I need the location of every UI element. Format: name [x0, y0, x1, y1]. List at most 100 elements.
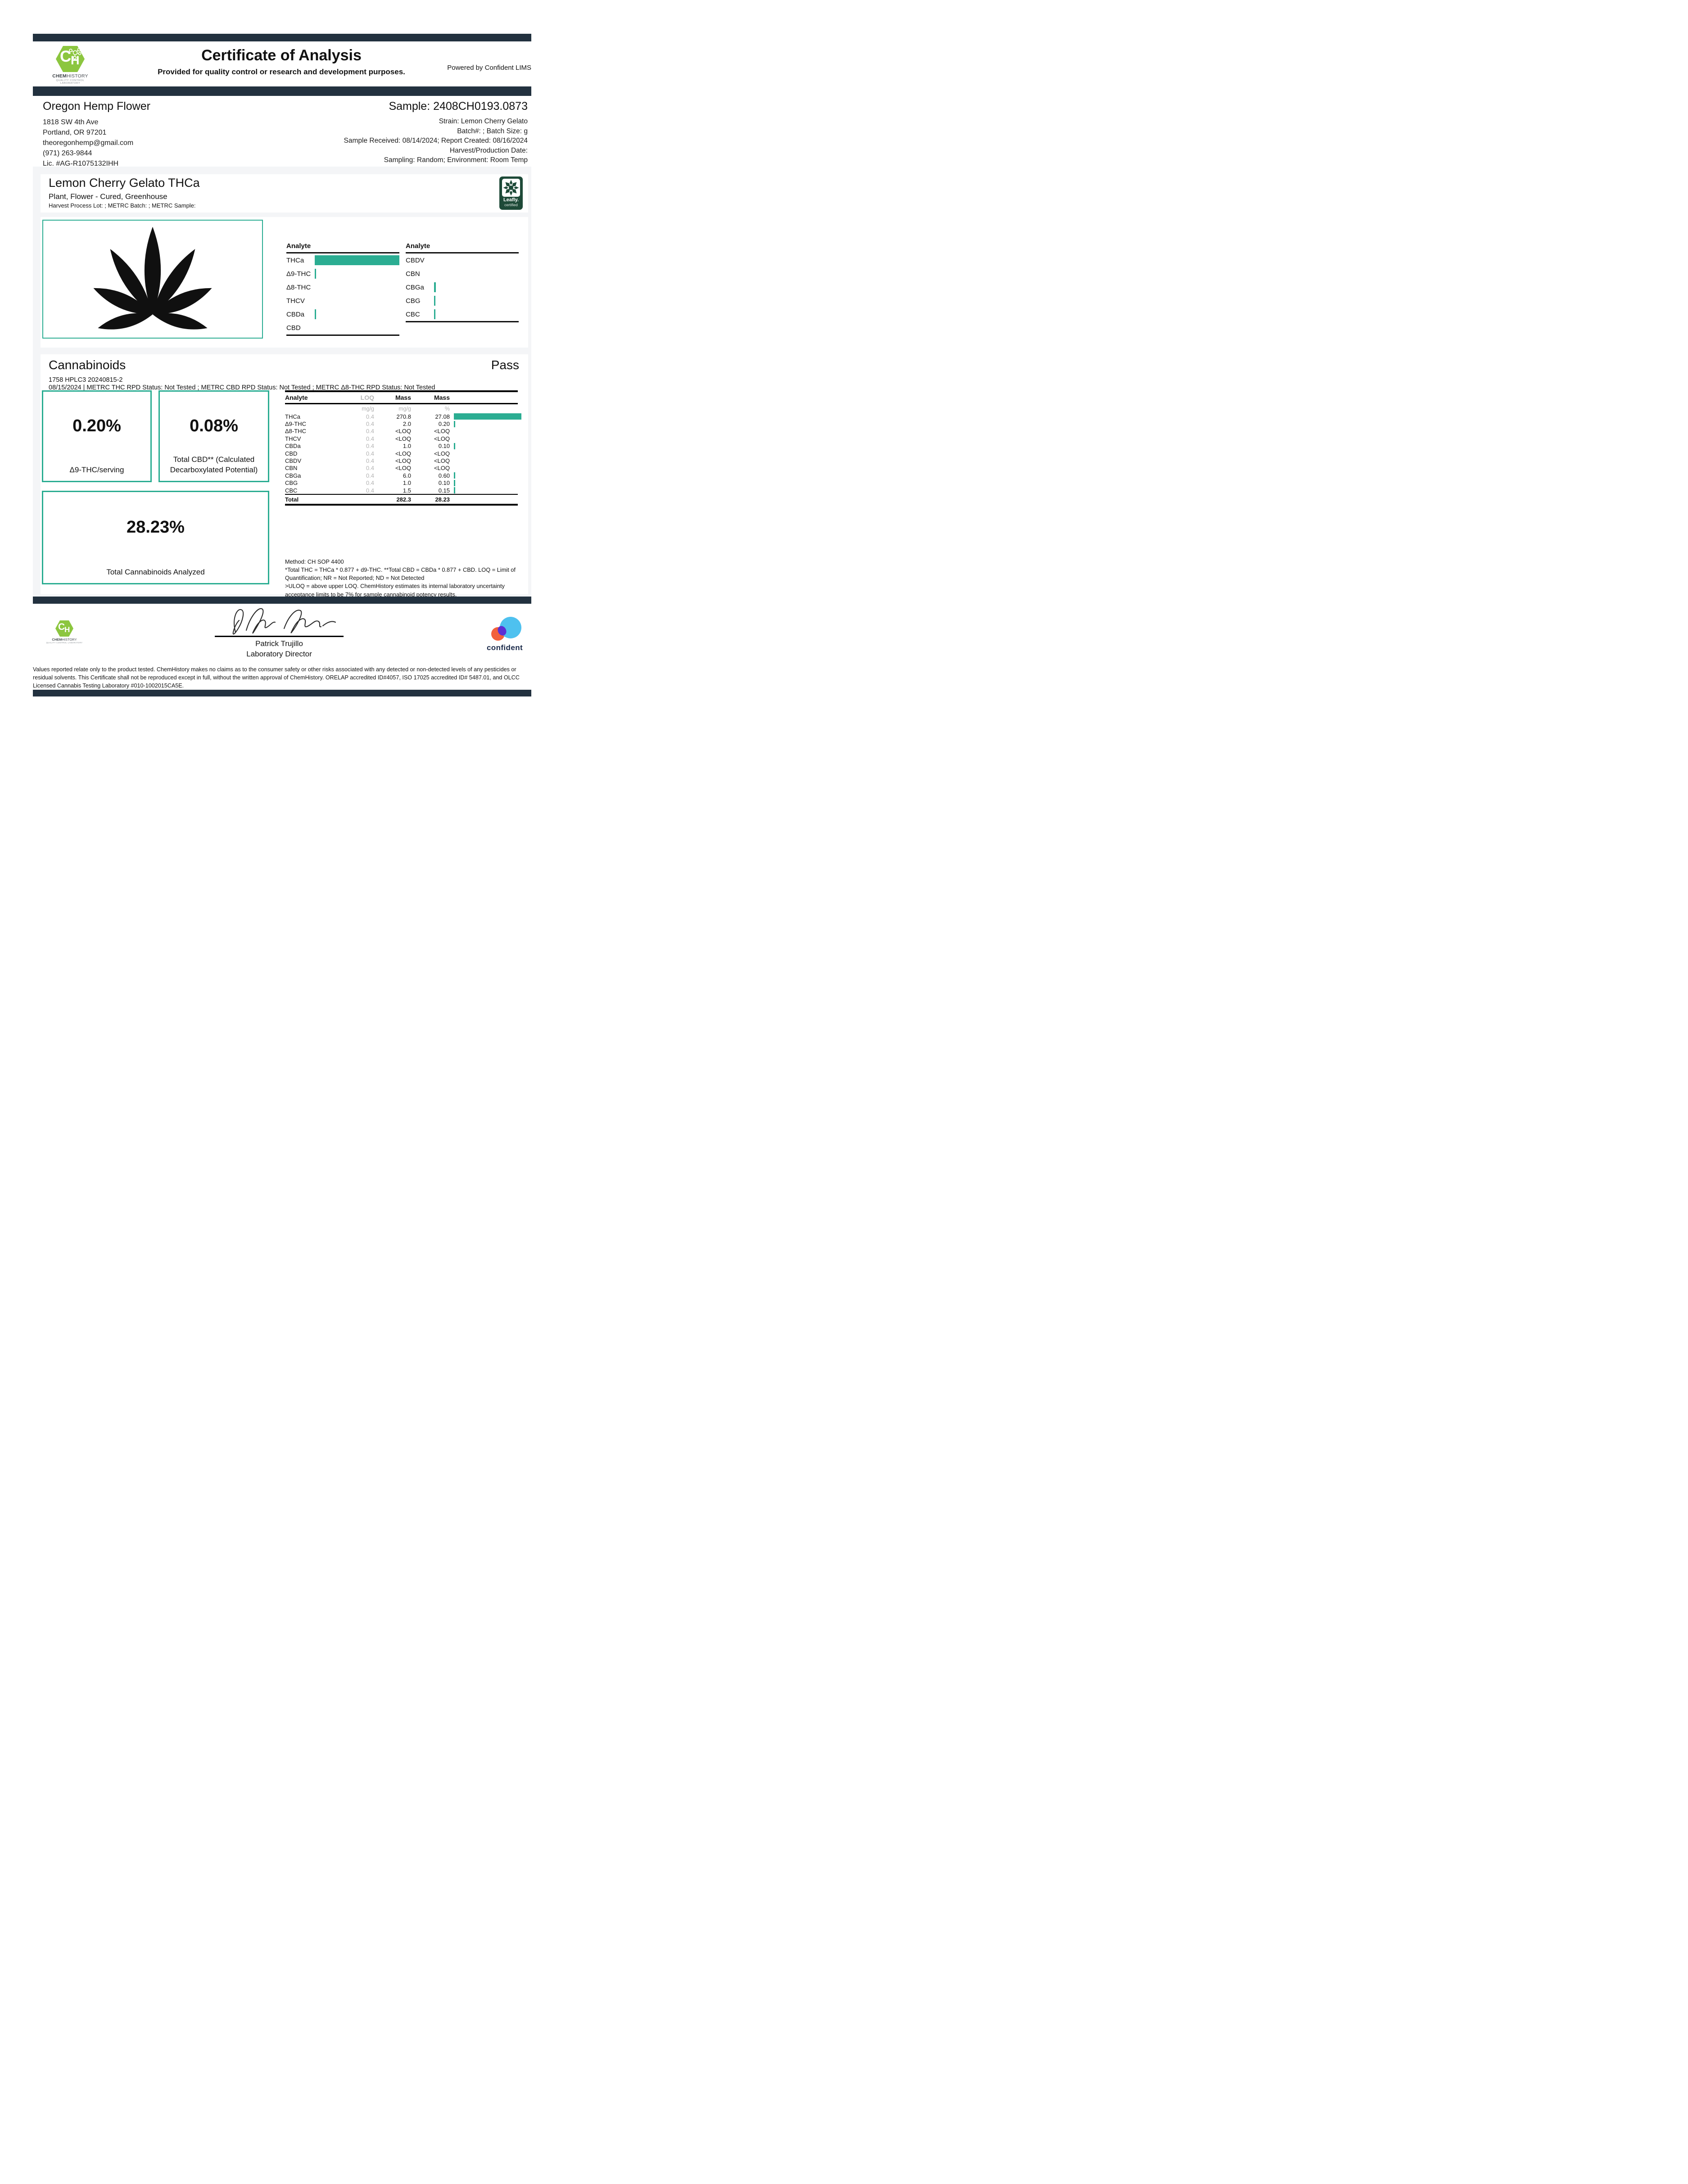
cell-bar [450, 421, 518, 427]
sample-batch: Batch#: ; Batch Size: g [457, 127, 528, 135]
signatory-title: Laboratory Director [246, 650, 312, 658]
analyte-row: CBG [406, 294, 519, 307]
confident-circles-icon [491, 617, 521, 641]
client-name: Oregon Hemp Flower [43, 100, 150, 113]
chemhistory-hexagon-icon: C H [56, 46, 85, 72]
client-address2: Portland, OR 97201 [43, 129, 107, 136]
method-line: Method: CH SOP 4400 [285, 558, 344, 565]
certificate-of-analysis-page: C H CHEMHISTORY QUALITY CONTROL LABORATO… [0, 0, 563, 728]
panel-label: Total CBD** (Calculated Decarboxylated P… [170, 455, 258, 475]
confident-wordmark: confident [486, 643, 523, 652]
cell-mass-mgg: <LOQ [395, 450, 411, 457]
cell-analyte: Δ8-THC [285, 428, 306, 435]
total-cbd-panel: 0.08% Total CBD** (Calculated Decarboxyl… [158, 390, 269, 482]
chemhistory-hexagon-icon: C H [55, 620, 73, 637]
page-title: Certificate of Analysis [201, 47, 362, 64]
cell-mass-pct: <LOQ [434, 450, 450, 457]
cell-mass-pct: 27.08 [435, 413, 450, 420]
signatory-name: Patrick Trujillo [255, 639, 303, 648]
units-loq: mg/g [362, 405, 374, 412]
analyte-row: CBD [286, 321, 399, 335]
analyte-bar [315, 269, 316, 279]
panel-label: Δ9-THC/serving [69, 466, 124, 475]
cell-loq: 0.4 [366, 428, 374, 435]
analyte-bar [434, 309, 435, 319]
method-notes-block: Method: CH SOP 4400 *Total THC = THCa * … [285, 558, 519, 599]
cell-mass-pct: 0.10 [438, 443, 450, 450]
cannabinoids-results-table: Analyte LOQ Mass Mass mg/g mg/g % THCa 0.… [285, 390, 521, 506]
result-bar [454, 479, 455, 486]
product-card: Lemon Cherry Gelato THCa Plant, Flower -… [41, 174, 528, 213]
logo-monogram-c: C [58, 622, 65, 632]
total-label: Total [285, 496, 299, 503]
cell-mass-pct: 0.20 [438, 421, 450, 428]
cell-mass-mgg: <LOQ [395, 465, 411, 472]
col-header-mass-mgg: Mass [395, 394, 411, 401]
result-bar [454, 413, 521, 420]
analyte-label: THCV [286, 297, 305, 305]
result-bar [454, 472, 456, 479]
analyte-row: CBN [406, 267, 519, 280]
confident-lims-logo: confident [475, 616, 534, 652]
analyte-row: THCa [286, 253, 399, 267]
cell-loq: 0.4 [366, 487, 374, 494]
col-header-mass-pct: Mass [434, 394, 450, 401]
total-mass-mgg: 282.3 [396, 496, 411, 503]
logo-monogram-h: H [64, 625, 70, 634]
table-row: THCa 0.4 270.8 27.08 [285, 413, 521, 420]
cell-mass-mgg: <LOQ [395, 428, 411, 435]
cell-analyte: CBDa [285, 443, 301, 450]
cell-bar [450, 413, 521, 420]
analyte-row: CBDV [406, 253, 519, 267]
table-total-row: Total 282.3 28.23 [285, 494, 518, 506]
method-footnote-1: *Total THC = THCa * 0.877 + d9-THC. **To… [285, 566, 516, 582]
table-row: Δ8-THC 0.4 <LOQ <LOQ [285, 428, 518, 435]
cell-analyte: CBC [285, 487, 298, 494]
sample-info-block: Sample: 2408CH0193.0873 Strain: Lemon Ch… [344, 100, 528, 165]
pre-signature-divider-bar [33, 597, 531, 604]
cell-mass-mgg: <LOQ [395, 457, 411, 465]
cell-mass-mgg: 1.5 [403, 487, 411, 494]
product-name: Lemon Cherry Gelato THCa [49, 176, 200, 190]
cell-loq: 0.4 [366, 479, 374, 487]
table-row: THCV 0.4 <LOQ <LOQ [285, 435, 518, 442]
cell-loq: 0.4 [366, 413, 374, 420]
analyte-row: CBDa [286, 307, 399, 321]
cell-mass-pct: <LOQ [434, 435, 450, 442]
cell-bar [450, 487, 518, 494]
table-row: CBGa 0.4 6.0 0.60 [285, 472, 518, 479]
cell-mass-mgg: <LOQ [395, 435, 411, 442]
cell-analyte: CBG [285, 479, 298, 487]
analyte-bar [434, 296, 435, 306]
cell-bar [450, 479, 518, 486]
client-address1: 1818 SW 4th Ave [43, 118, 99, 126]
analyte-label: CBD [286, 324, 301, 332]
cell-analyte: CBN [285, 465, 298, 472]
units-mass-pct: % [444, 405, 450, 412]
analyte-row: Δ8-THC [286, 280, 399, 294]
chemhistory-wordmark: CHEMHISTORY [45, 638, 84, 642]
total-mass-pct: 28.23 [435, 496, 450, 503]
header-divider-bar [33, 86, 531, 96]
cell-mass-mgg: 6.0 [403, 472, 411, 479]
cell-loq: 0.4 [366, 443, 374, 450]
cell-mass-pct: <LOQ [434, 428, 450, 435]
sample-harvest-date: Harvest/Production Date: [449, 146, 528, 154]
table-row: CBG 0.4 1.0 0.10 [285, 479, 518, 487]
cell-analyte: Δ9-THC [285, 421, 306, 428]
chemhistory-logo: C H CHEMHISTORY QUALITY CONTROL LABORATO… [48, 46, 93, 85]
sample-strain: Strain: Lemon Cherry Gelato [439, 118, 528, 125]
analyte-label: CBDV [406, 256, 425, 264]
analyte-label: CBN [406, 270, 420, 278]
cell-mass-pct: <LOQ [434, 465, 450, 472]
d9-thc-serving-panel: 0.20% Δ9-THC/serving [42, 390, 152, 482]
cell-loq: 0.4 [366, 421, 374, 428]
panel-value: 0.20% [72, 416, 121, 436]
wordmark-light: HISTORY [62, 638, 77, 642]
logo-monogram-h: H [71, 54, 80, 67]
table-body: THCa 0.4 270.8 27.08 Δ9-THC 0.4 2.0 0.20 Δ8-THC 0… [285, 413, 521, 494]
analyte-bar [315, 309, 316, 319]
analyte-label: CBGa [406, 283, 424, 291]
cell-mass-mgg: 1.0 [403, 443, 411, 450]
chemhistory-tagline: QUALITY CONTROL LABORATORY [56, 79, 85, 85]
